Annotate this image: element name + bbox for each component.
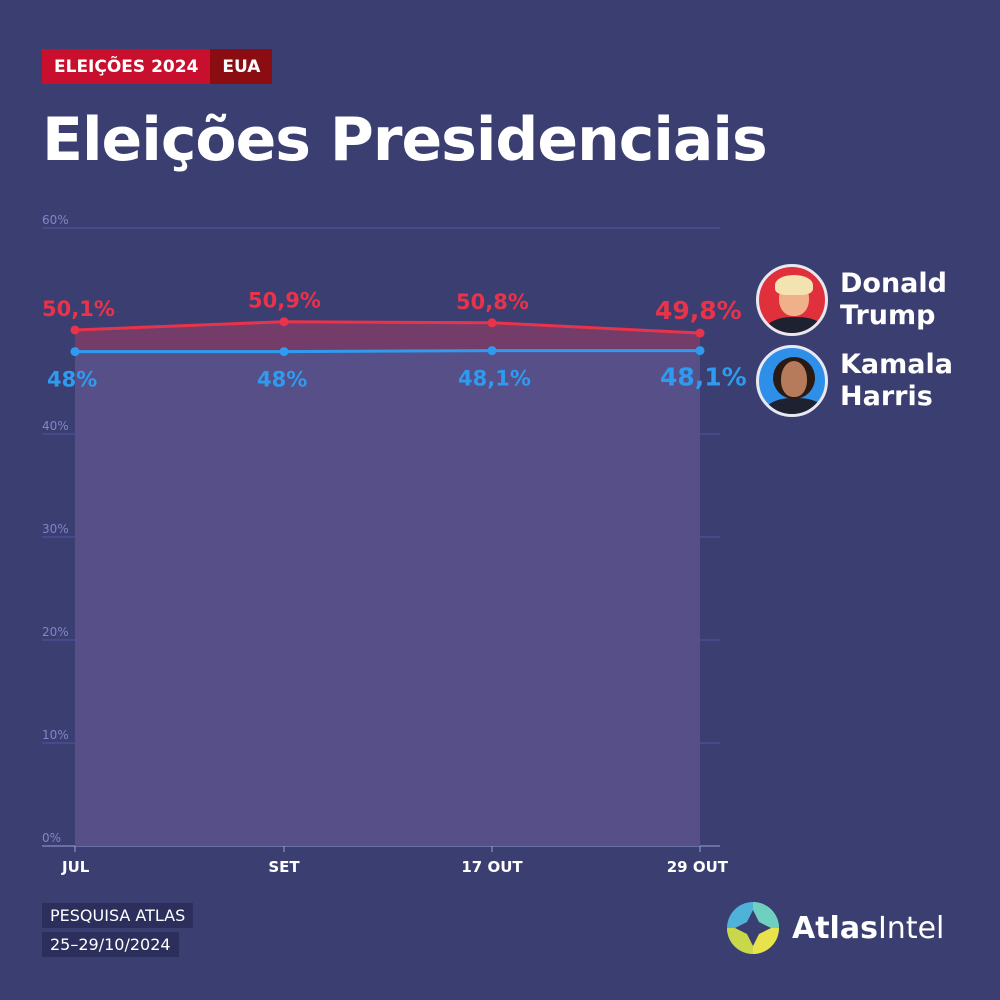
harris-first-name: Kamala [840,348,953,380]
harris-data-label-0: 48% [47,368,97,392]
legend-label-trump: Donald Trump [840,268,947,333]
brand-name: AtlasIntel [792,911,944,946]
trump-point-0 [70,325,80,335]
trump-data-label-2: 50,8% [456,290,529,314]
harris-area [75,350,700,846]
source-date: 25–29/10/2024 [42,932,179,957]
election-tag: ELEIÇÕES 2024 [42,49,211,84]
atlasintel-logo-icon [727,902,779,954]
x-tick-label-2: 17 OUT [461,858,523,876]
brand-name-regular: Intel [877,910,945,946]
y-tick-label-30: 30% [42,522,69,536]
harris-point-0 [70,347,80,357]
legend-item-harris: Kamala Harris [756,345,953,417]
trump-data-label-1: 50,9% [248,289,321,313]
x-tick-label-0: JUL [61,858,90,876]
harris-data-label-3: 48,1% [660,363,747,392]
y-tick-label-10: 10% [42,728,69,742]
trump-harris-gap-area [75,321,700,352]
trump-point-3 [695,328,705,338]
x-tick-label-1: SET [268,858,300,876]
brand-logo: AtlasIntel [726,901,944,955]
harris-line [75,349,700,354]
harris-point-1 [279,347,289,357]
legend-item-trump: Donald Trump [756,264,947,336]
source-note: PESQUISA ATLAS 25–29/10/2024 [42,903,194,957]
harris-point-3 [695,346,705,356]
y-tick-label-40: 40% [42,419,69,433]
trump-data-label-0: 50,1% [42,297,115,321]
country-tag: EUA [210,49,273,84]
source-name: PESQUISA ATLAS [42,903,194,928]
y-tick-label-60: 60% [42,213,69,227]
harris-point-2 [487,346,497,356]
page-title: Eleições Presidenciais [42,105,768,175]
trump-last-name: Trump [840,300,936,331]
harris-data-label-2: 48,1% [458,367,531,391]
x-tick-label-3: 29 OUT [667,858,729,876]
harris-last-name: Harris [840,381,933,412]
harris-data-label-1: 48% [257,368,307,392]
brand-name-bold: Atlas [792,910,878,946]
trump-data-label-3: 49,8% [655,296,742,325]
harris-avatar [756,345,828,417]
trump-line [74,320,701,335]
trump-point-2 [487,318,497,328]
trump-avatar [756,264,828,336]
header-tags: ELEIÇÕES 2024 EUA [42,49,273,84]
y-tick-label-0: 0% [42,831,61,845]
legend-label-harris: Kamala Harris [840,349,953,414]
trump-first-name: Donald [840,267,947,299]
y-tick-label-20: 20% [42,625,69,639]
trump-point-1 [279,317,289,327]
